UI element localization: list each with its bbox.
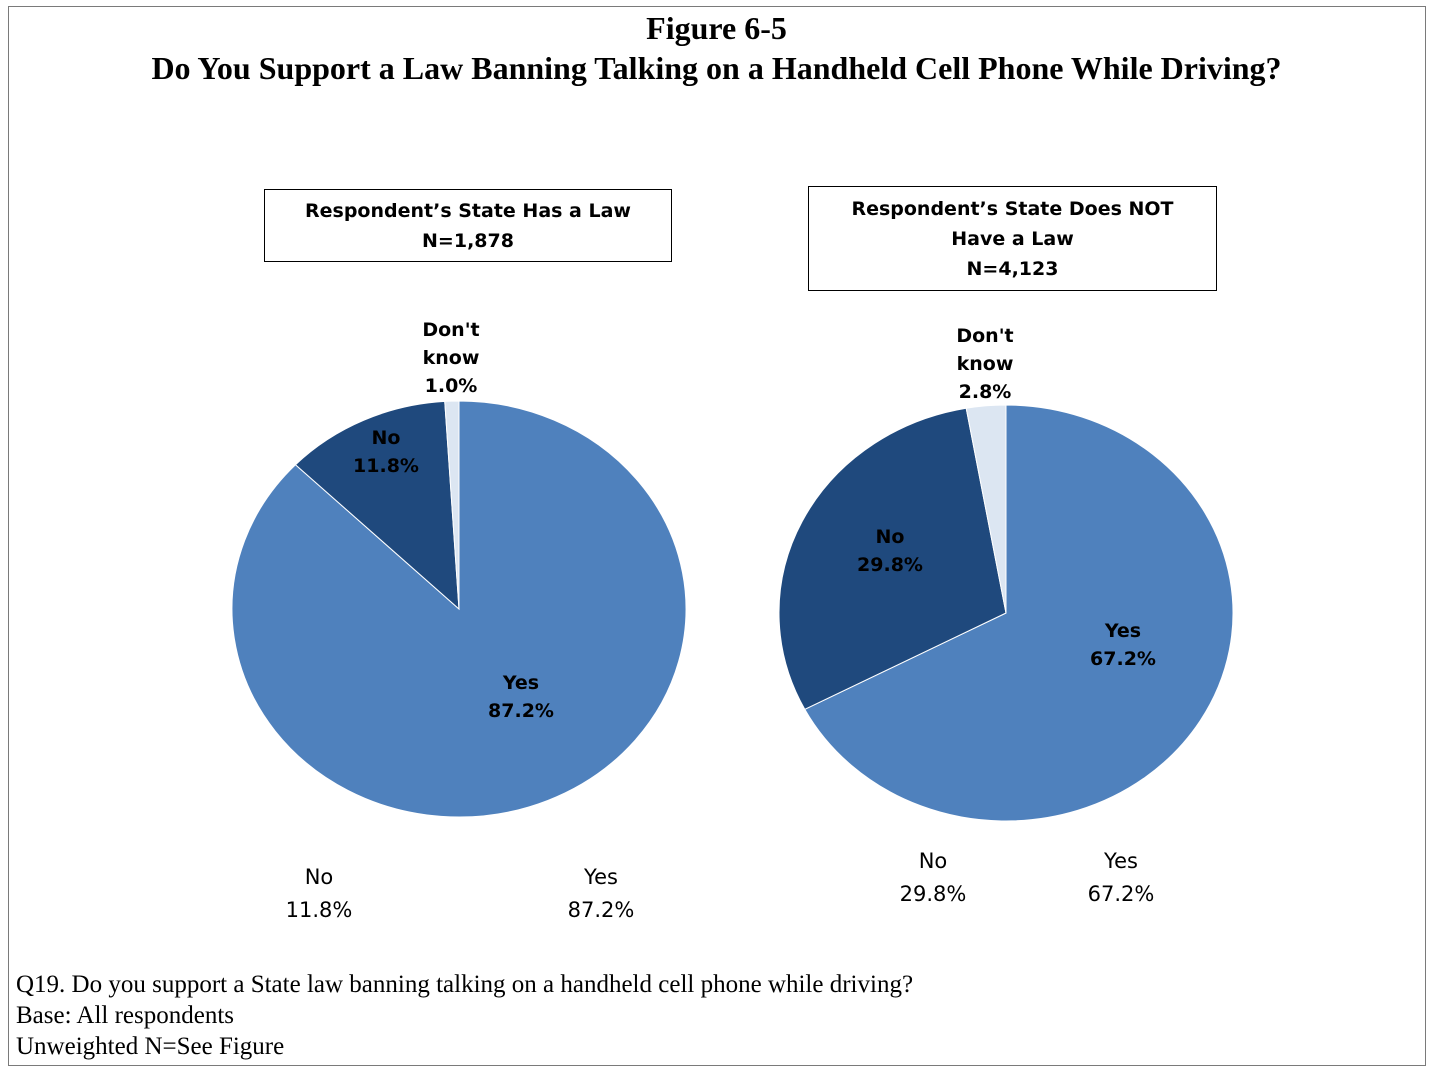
pie-slice-don-t-know (444, 400, 460, 610)
below-label-no: No 29.8% (900, 849, 967, 906)
below-label-no: No 11.8% (286, 865, 353, 922)
footnote-base: Base: All respondents (16, 1002, 235, 1029)
panel-title-left: Respondent’s State Has a Law N=1,878 (264, 189, 672, 262)
pie-slice-no (294, 400, 460, 611)
pie-slice-yes (804, 404, 1234, 822)
pie-left: Yes 87.2%No 11.8%Don't know 1.0%No 11.8%Yes 87… (231, 319, 687, 922)
panel-title-right-line1: Respondent’s State Does NOT (851, 197, 1174, 220)
slice-label-no: No 29.8% (857, 526, 923, 576)
panel-title-left-line2: N=1,878 (422, 229, 514, 252)
slice-label-don-t-know: Don't know 1.0% (422, 319, 479, 397)
figure-title: Do You Support a Law Banning Talking on … (151, 50, 1282, 86)
footnote-unweighted: Unweighted N=See Figure (16, 1033, 285, 1060)
panel-title-right-line3: N=4,123 (966, 257, 1059, 280)
figure-number: Figure 6-5 (646, 10, 787, 46)
below-label-yes: Yes 67.2% (1088, 849, 1155, 906)
panel-title-right: Respondent’s State Does NOT Have a Law N… (808, 186, 1217, 291)
slice-label-yes: Yes 87.2% (488, 672, 554, 722)
pie-slice-no (778, 407, 1007, 711)
slice-label-yes: Yes 67.2% (1090, 620, 1156, 670)
below-label-yes: Yes 87.2% (568, 865, 635, 922)
slice-label-don-t-know: Don't know 2.8% (956, 325, 1013, 403)
footnote-question: Q19. Do you support a State law banning … (16, 971, 914, 998)
slice-label-no: No 11.8% (353, 427, 419, 477)
pie-slice-don-t-know (965, 404, 1007, 614)
panel-title-right-line2: Have a Law (951, 227, 1074, 250)
panel-title-left-line1: Respondent’s State Has a Law (305, 199, 631, 222)
pie-right: Yes 67.2% No 29.8% Don't know 2.8% No 29.8% Yes 67… (778, 325, 1234, 906)
pie-slice-yes (231, 400, 687, 818)
